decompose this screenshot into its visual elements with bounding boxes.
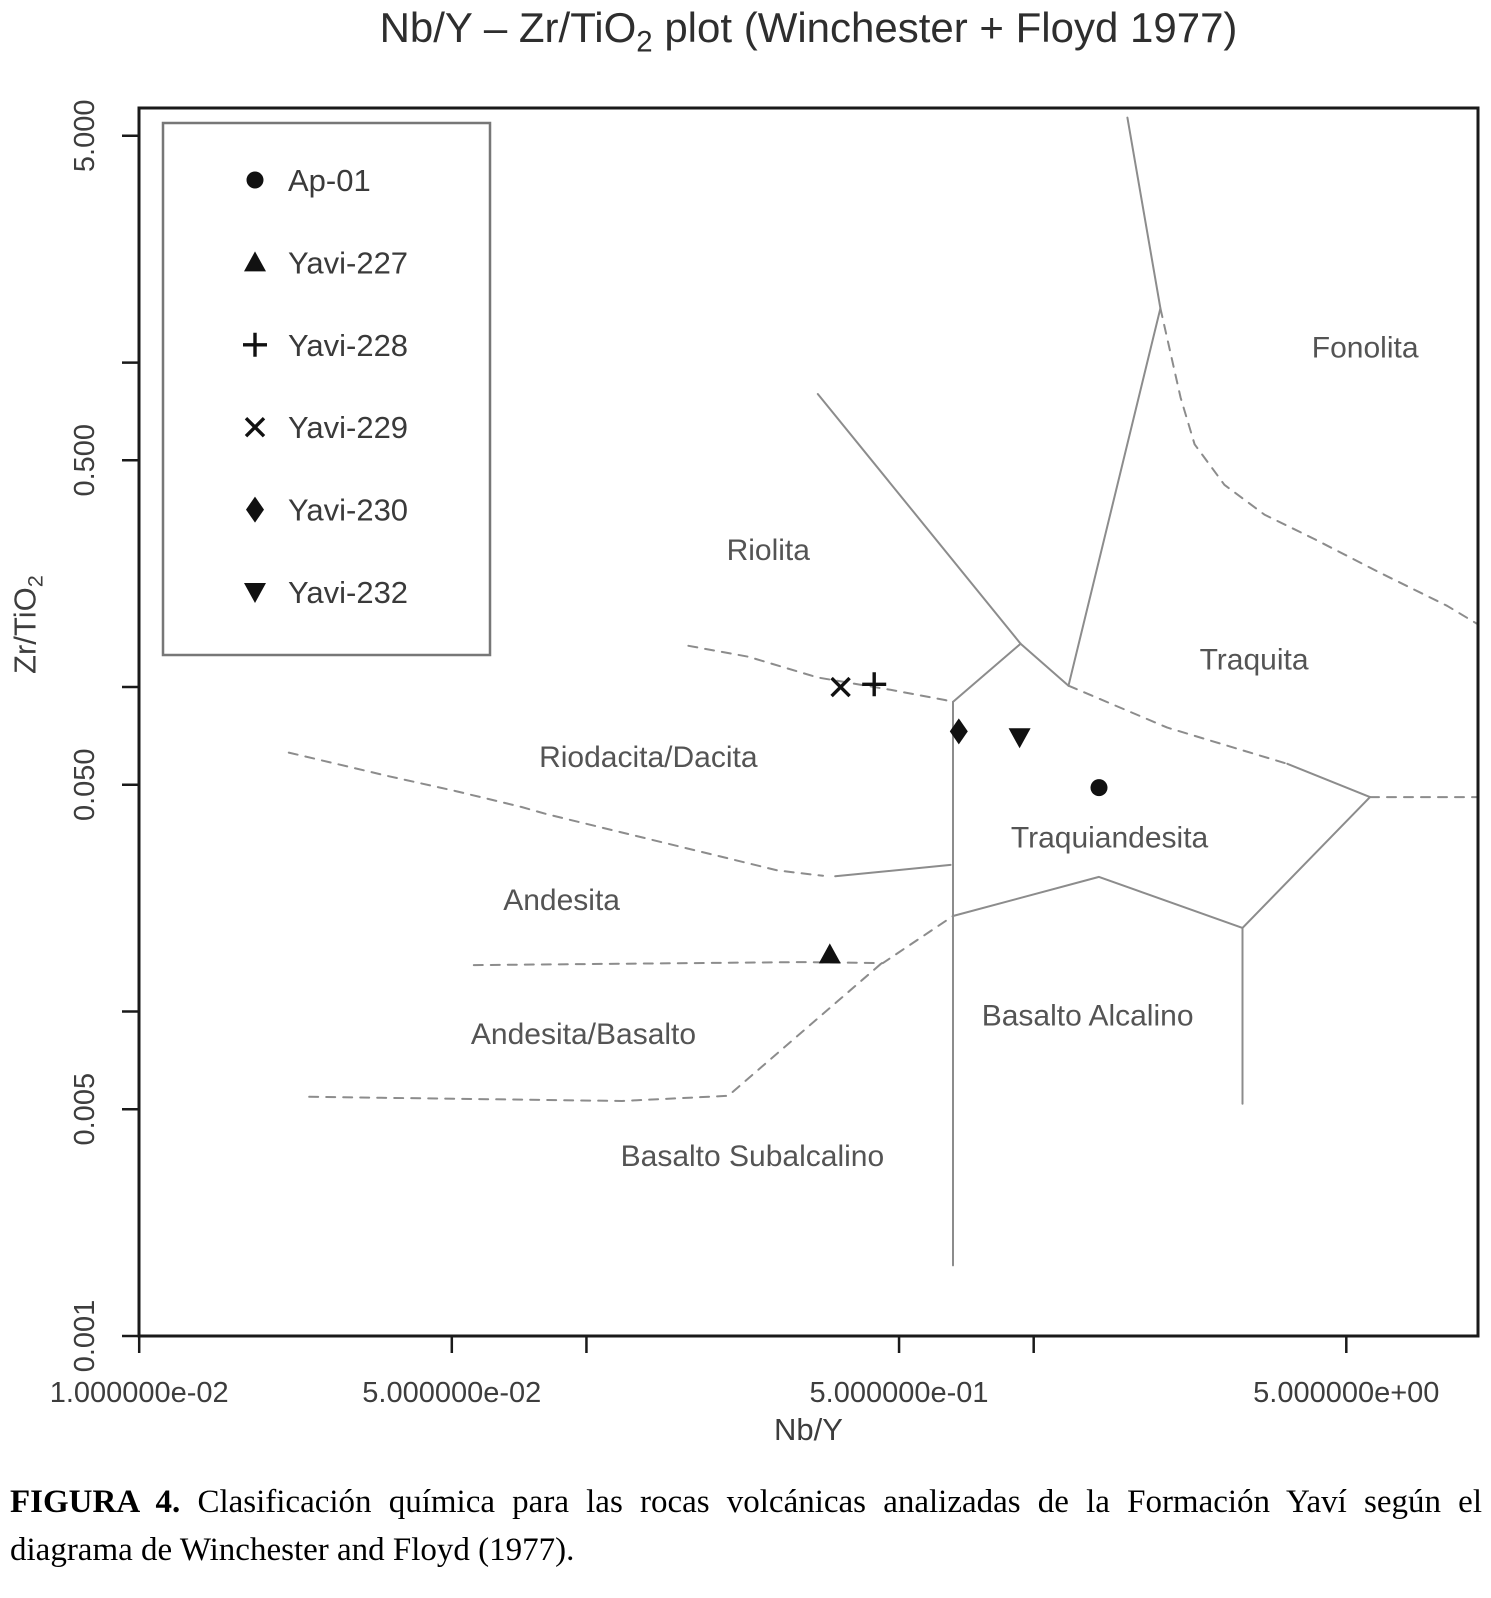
x-axis-title: Nb/Y (774, 1412, 843, 1447)
field-label-traquiandesita: Traquiandesita (1011, 821, 1209, 854)
chart-title-post: plot (Winchester + Floyd 1977) (652, 4, 1238, 51)
legend-marker-triangle-down (244, 583, 266, 603)
legend-marker-circle-glyph (246, 171, 264, 189)
y-tick-label-2: 0.500 (69, 424, 101, 497)
boundary-basalto-subalcalino-upper (308, 961, 884, 1102)
boundary-traquita-fonolita (1067, 116, 1162, 687)
legend-box (161, 121, 492, 657)
point-yavi-228-glyph (862, 672, 887, 697)
legend-marker-diamond (246, 496, 264, 523)
y-tick-label-4: 0.050 (69, 748, 101, 821)
legend-marker-diamond-glyph (246, 496, 264, 523)
caption-figure-label: FIGURA 4. (10, 1484, 181, 1520)
boundary-riolita-traquita (816, 393, 1022, 645)
field-label-basalto-alcalino: Basalto Alcalino (982, 999, 1194, 1032)
point-yavi-227 (818, 943, 841, 964)
chart-title-sub: 2 (636, 25, 653, 59)
y-tick-label-6: 0.005 (69, 1073, 101, 1146)
field-label-fonolita: Fonolita (1312, 331, 1419, 364)
field-label-riolita: Riolita (727, 534, 811, 567)
chart-title-pre: Nb/Y – Zr/TiO (379, 4, 637, 51)
x-tick-label-0: 1.000000e-02 (50, 1377, 229, 1409)
caption-line-1: FIGURA 4. Clasificación química para las… (10, 1478, 1482, 1526)
boundary-riolita-riodacita (687, 644, 954, 703)
legend-marker-triangle-up (244, 251, 266, 272)
field-label-andesita-basalto: Andesita/Basalto (471, 1018, 696, 1051)
point-ap-01 (1090, 779, 1108, 797)
x-tick-label-3: 5.000000e-01 (810, 1377, 989, 1409)
legend-label-yavi-232: Yavi-232 (288, 575, 408, 610)
caption-text: Clasificación química para las rocas vol… (197, 1484, 1482, 1520)
boundary-traquiandesita-right (1241, 796, 1371, 929)
point-yavi-232 (1008, 728, 1031, 749)
chart-title: Nb/Y – Zr/TiO2 plot (Winchester + Floyd … (139, 4, 1478, 59)
legend-label-yavi-229: Yavi-229 (288, 410, 408, 445)
legend-label-yavi-230: Yavi-230 (288, 493, 408, 528)
boundary-andesita-basalto-upper (472, 915, 954, 967)
field-label-basalto-subalcalino: Basalto Subalcalino (621, 1140, 885, 1173)
legend-marker-plus (243, 332, 267, 357)
legend-item-yavi-227: Yavi-227 (244, 245, 408, 280)
legend: Ap-01 Yavi-227 Yavi-228 Yavi-229 Yavi-230 Yav… (161, 121, 492, 657)
plot-svg: 1.000000e-02 5.000000e-02 5.000000e-01 5.00… (50, 100, 1480, 1409)
legend-item-ap-01: Ap-01 (246, 163, 371, 198)
boundary-traquita-apex-left (952, 642, 1022, 703)
boundary-riodacita-andesita (287, 751, 824, 877)
field-label-riodacita-dacita: Riodacita/Dacita (539, 741, 758, 774)
point-yavi-228 (862, 672, 887, 697)
y-tick-label-7: 0.001 (69, 1300, 101, 1373)
legend-label-yavi-227: Yavi-227 (288, 245, 408, 280)
legend-marker-circle (246, 171, 264, 189)
boundary-riodacita-andesita-solid (834, 863, 952, 878)
boundary-traquita-traquiandesita (1067, 684, 1289, 765)
point-yavi-229 (830, 676, 851, 698)
boundary-traquiandesita-fonolita (1286, 762, 1371, 799)
x-tick-label-1: 5.000000e-02 (362, 1377, 541, 1409)
point-yavi-230-glyph (949, 718, 968, 745)
x-tick-label-5: 5.000000e+00 (1253, 1377, 1439, 1409)
figure-caption: FIGURA 4. Clasificación química para las… (10, 1478, 1482, 1574)
point-ap-01-glyph (1090, 779, 1108, 797)
legend-marker-triangle-up-glyph (244, 251, 266, 272)
legend-item-yavi-232: Yavi-232 (244, 575, 408, 610)
caption-line-2: diagrama de Winchester and Floyd (1977). (10, 1532, 575, 1568)
legend-item-yavi-230: Yavi-230 (246, 493, 408, 528)
legend-marker-triangle-down-glyph (244, 583, 266, 603)
y-tick-label-0: 5.000 (69, 100, 101, 173)
field-label-traquita: Traquita (1200, 644, 1309, 677)
plot-frame (137, 106, 1480, 1338)
legend-item-yavi-229: Yavi-229 (244, 410, 408, 445)
point-yavi-227-glyph (818, 943, 841, 964)
point-yavi-232-glyph (1008, 728, 1031, 749)
field-label-andesita: Andesita (503, 884, 620, 917)
legend-label-yavi-228: Yavi-228 (288, 328, 408, 363)
legend-marker-x (244, 416, 266, 438)
boundary-traquita-apex-right (1019, 642, 1070, 687)
point-yavi-230 (949, 718, 968, 745)
boundary-fonolita-upper (1159, 307, 1479, 626)
legend-marker-x-glyph (244, 416, 266, 438)
boundary-traquiandesita-basalto-alcalino (952, 875, 1244, 929)
legend-label-ap-01: Ap-01 (288, 163, 371, 198)
point-yavi-229-glyph (830, 676, 851, 698)
legend-marker-plus-glyph (243, 332, 267, 357)
legend-item-yavi-228: Yavi-228 (243, 328, 408, 363)
